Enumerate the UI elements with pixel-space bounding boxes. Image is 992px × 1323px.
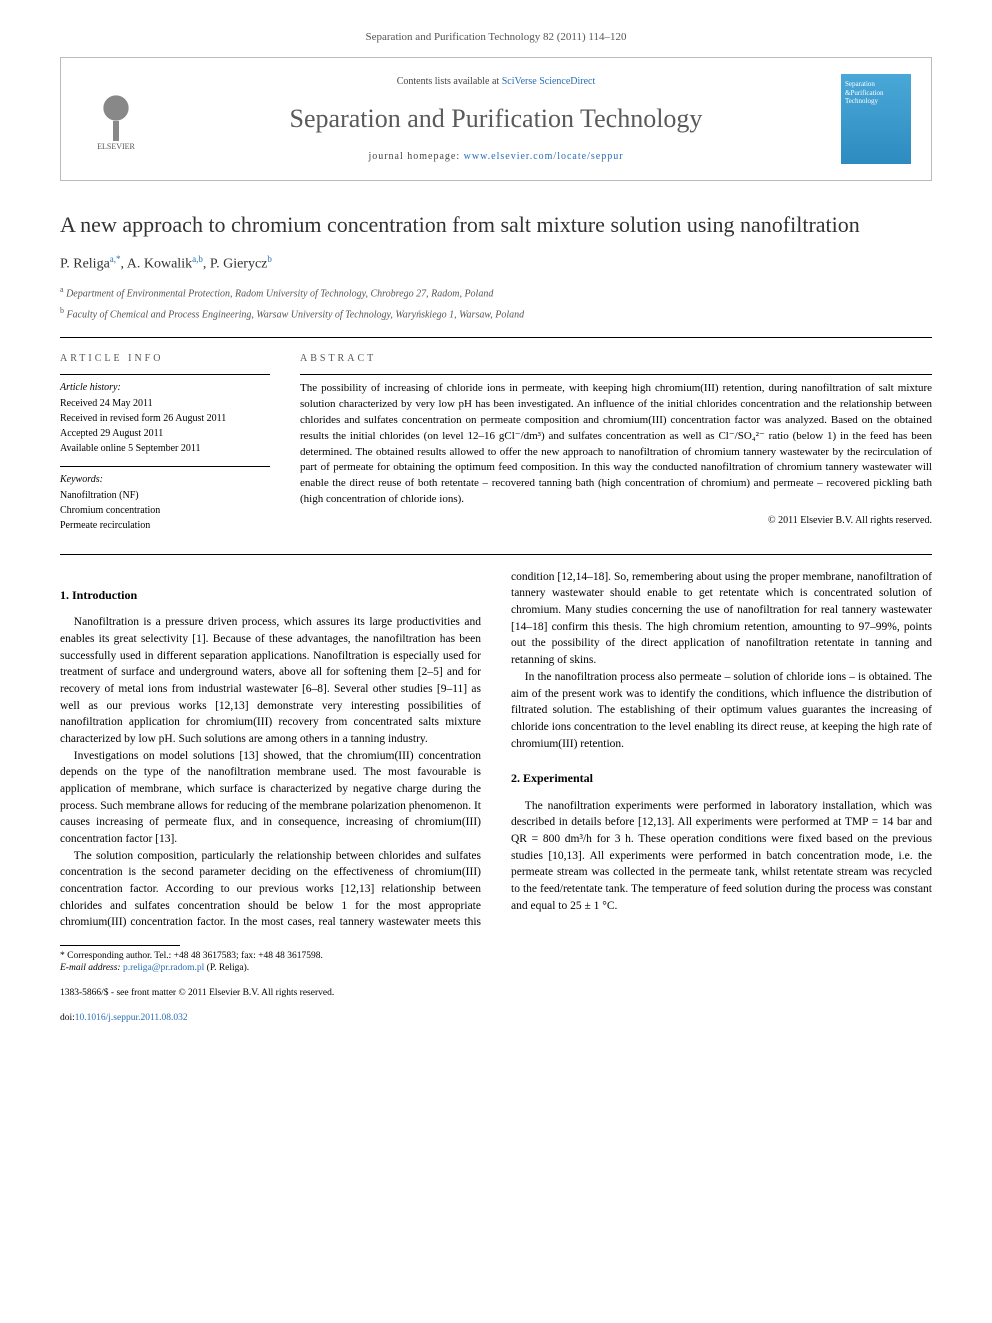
authors-line: P. Religaa,*, A. Kowalika,b, P. Gieryczb (60, 253, 932, 274)
mid-divider (60, 554, 932, 555)
keywords-label: Keywords: (60, 473, 270, 487)
author-2-sup: b (267, 254, 272, 264)
author-1-sup: a,b (192, 254, 203, 264)
email-label: E-mail address: (60, 963, 121, 973)
elsevier-tree-icon (91, 86, 141, 141)
journal-header-box: ELSEVIER Contents lists available at Sci… (60, 57, 932, 181)
footer-doi-line: doi:10.1016/j.seppur.2011.08.032 (60, 1012, 932, 1025)
body-two-columns: 1. Introduction Nanofiltration is a pres… (60, 569, 932, 931)
top-divider (60, 337, 932, 338)
header-center: Contents lists available at SciVerse Sci… (171, 75, 821, 163)
elsevier-logo: ELSEVIER (81, 79, 151, 159)
exp-p1: The nanofiltration experiments were perf… (511, 798, 932, 915)
info-divider-2 (60, 466, 270, 467)
author-0: P. Religa (60, 257, 110, 272)
journal-homepage-line: journal homepage: www.elsevier.com/locat… (171, 150, 821, 164)
author-0-sup: a,* (110, 254, 121, 264)
affil-b-sup: b (60, 306, 64, 315)
intro-p2: Investigations on model solutions [13] s… (60, 748, 481, 848)
affiliation-a: a Department of Environmental Protection… (60, 284, 932, 301)
journal-cover-thumbnail: Separation &Purification Technology (841, 74, 911, 164)
intro-heading: 1. Introduction (60, 587, 481, 604)
homepage-link[interactable]: www.elsevier.com/locate/seppur (464, 151, 624, 162)
abstract-heading: ABSTRACT (300, 352, 932, 366)
doi-link[interactable]: 10.1016/j.seppur.2011.08.032 (75, 1013, 188, 1023)
elsevier-label: ELSEVIER (97, 141, 135, 152)
keyword-0: Nanofiltration (NF) (60, 489, 270, 503)
keyword-2: Permeate recirculation (60, 519, 270, 533)
author-2: P. Gierycz (210, 257, 268, 272)
journal-name: Separation and Purification Technology (171, 101, 821, 137)
abstract-text: The possibility of increasing of chlorid… (300, 381, 932, 509)
abstract-divider (300, 374, 932, 375)
affil-b-text: Faculty of Chemical and Process Engineer… (67, 310, 525, 321)
journal-reference: Separation and Purification Technology 8… (60, 30, 932, 45)
contents-prefix: Contents lists available at (397, 76, 502, 87)
article-history-label: Article history: (60, 381, 270, 395)
article-info-column: ARTICLE INFO Article history: Received 2… (60, 352, 270, 534)
email-link[interactable]: p.religa@pr.radom.pl (123, 963, 204, 973)
history-revised: Received in revised form 26 August 2011 (60, 412, 270, 426)
article-title: A new approach to chromium concentration… (60, 211, 932, 239)
affiliation-b: b Faculty of Chemical and Process Engine… (60, 305, 932, 322)
corresponding-author-footnote: * Corresponding author. Tel.: +48 48 361… (60, 950, 932, 975)
corr-email-line: E-mail address: p.religa@pr.radom.pl (P.… (60, 962, 932, 974)
affil-a-text: Department of Environmental Protection, … (66, 288, 493, 299)
footer-issn-line: 1383-5866/$ - see front matter © 2011 El… (60, 987, 932, 1000)
abstract-column: ABSTRACT The possibility of increasing o… (300, 352, 932, 534)
intro-p1: Nanofiltration is a pressure driven proc… (60, 614, 481, 747)
affil-a-sup: a (60, 285, 64, 294)
info-abstract-row: ARTICLE INFO Article history: Received 2… (60, 352, 932, 534)
history-accepted: Accepted 29 August 2011 (60, 427, 270, 441)
sciencedirect-link[interactable]: SciVerse ScienceDirect (502, 76, 596, 87)
keyword-1: Chromium concentration (60, 504, 270, 518)
doi-label: doi: (60, 1013, 75, 1023)
contents-available-line: Contents lists available at SciVerse Sci… (171, 75, 821, 89)
history-online: Available online 5 September 2011 (60, 442, 270, 456)
author-1: A. Kowalik (127, 257, 192, 272)
homepage-prefix: journal homepage: (368, 151, 463, 162)
history-received: Received 24 May 2011 (60, 397, 270, 411)
intro-p4: In the nanofiltration process also perme… (511, 669, 932, 752)
info-divider-1 (60, 374, 270, 375)
abstract-copyright: © 2011 Elsevier B.V. All rights reserved… (300, 514, 932, 528)
email-name: (P. Religa). (207, 963, 249, 973)
corr-author-line: * Corresponding author. Tel.: +48 48 361… (60, 950, 932, 962)
article-info-heading: ARTICLE INFO (60, 352, 270, 366)
experimental-heading: 2. Experimental (511, 770, 932, 787)
footnote-divider (60, 945, 180, 946)
